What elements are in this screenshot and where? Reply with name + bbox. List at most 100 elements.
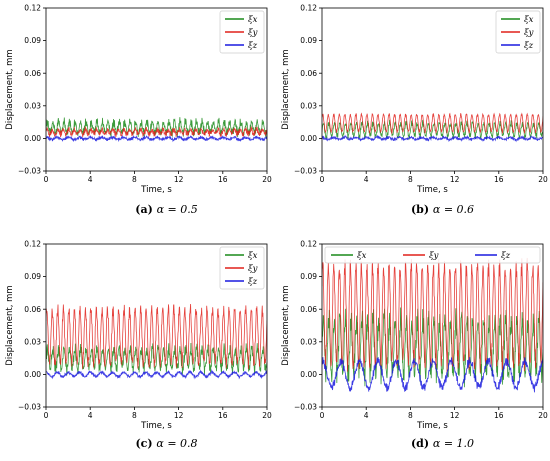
x-tick-label: 20: [538, 175, 548, 184]
caption-text: α = 0.8: [156, 437, 197, 450]
legend: ξx ξy ξz: [219, 246, 265, 290]
y-tick-label: 0.12: [300, 240, 317, 249]
caption-text: α = 0.5: [157, 203, 198, 216]
x-tick-label: 0: [320, 411, 325, 420]
series-line-2: [322, 257, 543, 373]
legend-label: ξz: [248, 277, 258, 287]
series-line-3: [46, 134, 267, 143]
x-tick-label: 0: [44, 175, 49, 184]
series-line-3: [322, 356, 543, 393]
panel-caption: (a) α = 0.5: [135, 203, 198, 216]
legend-label: ξy: [248, 28, 258, 38]
chart-panel-3: 0 4 8 12 16 20 −0.03 0.00 0.03 0.06 0.09 0.12 Time, …: [5, 240, 272, 450]
y-tick-label: −0.03: [294, 167, 317, 176]
plot-frame: [321, 7, 544, 172]
y-tick-label: 0.12: [24, 240, 41, 249]
y-tick-label: 0.06: [24, 69, 41, 78]
x-tick-label: 4: [88, 175, 93, 184]
panel-caption: (b) α = 0.6: [411, 203, 474, 216]
x-tick-label: 8: [408, 411, 413, 420]
x-axis-label: Time, s: [416, 185, 448, 195]
legend-label: ξz: [248, 41, 258, 51]
y-axis-label: Displacement, mm: [5, 285, 15, 365]
series-line-2: [322, 112, 543, 135]
x-tick-label: 0: [320, 175, 325, 184]
chart-panel-1: 0 4 8 12 16 20 −0.03 0.00 0.03 0.06 0.09 0.12 Time, …: [5, 4, 272, 216]
y-tick-label: 0.03: [300, 337, 317, 346]
y-tick-label: 0.00: [300, 370, 317, 379]
x-axis-label: Time, s: [140, 185, 172, 195]
x-tick-label: 4: [364, 175, 369, 184]
x-tick-label: 16: [494, 411, 504, 420]
series-line-2: [46, 304, 267, 370]
y-tick-label: 0.12: [24, 4, 41, 13]
y-tick-label: −0.03: [294, 403, 317, 412]
legend-label: ξx: [524, 15, 534, 25]
caption-letter: (d): [411, 437, 433, 450]
plot-frame: [321, 243, 544, 408]
x-tick-label: 4: [88, 411, 93, 420]
x-tick-label: 12: [450, 175, 460, 184]
y-tick-label: 0.06: [300, 69, 317, 78]
legend-box: [324, 246, 541, 264]
y-tick-label: 0.03: [24, 101, 41, 110]
caption-letter: (c): [135, 437, 156, 450]
x-tick-label: 8: [408, 175, 413, 184]
legend-label: ξy: [248, 264, 258, 274]
y-tick-label: 0.00: [24, 134, 41, 143]
series-line-3: [322, 134, 543, 143]
y-tick-label: 0.03: [300, 101, 317, 110]
y-tick-label: 0.00: [24, 370, 41, 379]
x-tick-label: 20: [538, 411, 548, 420]
caption-letter: (a): [135, 203, 156, 216]
y-tick-label: 0.09: [24, 272, 41, 281]
plot-frame: [45, 243, 268, 408]
x-tick-label: 12: [174, 411, 184, 420]
plot-frame: [45, 7, 268, 172]
y-axis-label: Displacement, mm: [5, 49, 15, 129]
legend: ξx ξy ξz: [219, 10, 265, 54]
caption-text: α = 0.6: [433, 203, 474, 216]
x-tick-label: 16: [494, 175, 504, 184]
panel-caption: (c) α = 0.8: [135, 437, 197, 450]
caption-text: α = 1.0: [433, 437, 474, 450]
x-tick-label: 20: [262, 411, 272, 420]
x-tick-label: 8: [132, 175, 137, 184]
legend: ξx ξy ξz: [495, 10, 541, 54]
series-line-1: [46, 117, 267, 139]
chart-panel-4: 0 4 8 12 16 20 −0.03 0.00 0.03 0.06 0.09 0.12 Time, …: [281, 240, 548, 450]
y-tick-label: 0.03: [24, 337, 41, 346]
y-tick-label: 0.12: [300, 4, 317, 13]
legend: ξx ξy ξz: [324, 246, 541, 264]
caption-letter: (b): [411, 203, 433, 216]
series-line-1: [322, 307, 543, 388]
x-tick-label: 4: [364, 411, 369, 420]
x-tick-label: 20: [262, 175, 272, 184]
y-tick-label: 0.06: [24, 305, 41, 314]
y-tick-label: −0.03: [18, 403, 41, 412]
legend-label: ξx: [248, 251, 258, 261]
x-tick-label: 12: [174, 175, 184, 184]
y-tick-label: 0.09: [300, 36, 317, 45]
x-tick-label: 16: [218, 411, 228, 420]
y-tick-label: −0.03: [18, 167, 41, 176]
legend-label: ξy: [524, 28, 534, 38]
y-tick-label: 0.00: [300, 134, 317, 143]
x-axis-label: Time, s: [416, 421, 448, 431]
y-axis-label: Displacement, mm: [281, 49, 291, 129]
panel-caption: (d) α = 1.0: [411, 437, 474, 450]
x-axis-label: Time, s: [140, 421, 172, 431]
chart-panel-2: 0 4 8 12 16 20 −0.03 0.00 0.03 0.06 0.09 0.12 Time, …: [281, 4, 548, 216]
x-tick-label: 12: [450, 411, 460, 420]
series-line-3: [46, 369, 267, 380]
y-tick-label: 0.09: [24, 36, 41, 45]
y-tick-label: 0.09: [300, 272, 317, 281]
legend-label: ξx: [357, 251, 367, 261]
y-axis-label: Displacement, mm: [281, 285, 291, 365]
y-tick-label: 0.06: [300, 305, 317, 314]
legend-label: ξz: [524, 41, 534, 51]
x-tick-label: 0: [44, 411, 49, 420]
legend-label: ξx: [248, 15, 258, 25]
series-line-2: [46, 125, 267, 138]
